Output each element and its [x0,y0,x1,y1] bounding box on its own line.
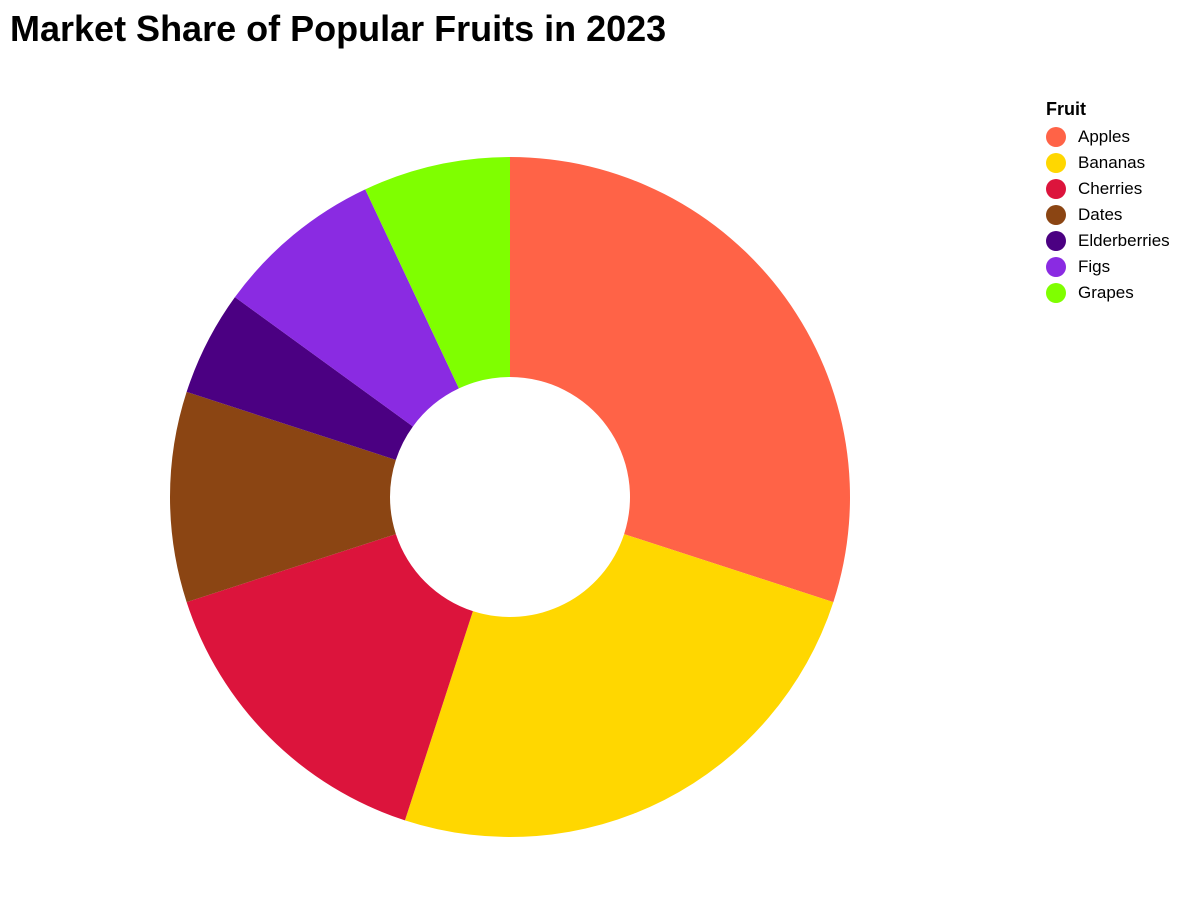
legend-title: Fruit [1046,99,1086,119]
slice-dates [170,391,396,603]
legend-item-elderberries: Elderberries [1046,228,1170,254]
legend-label-elderberries: Elderberries [1078,231,1170,250]
legend-label-grapes: Grapes [1078,283,1134,302]
legend-swatch-elderberries [1046,231,1066,251]
legend-label-dates: Dates [1078,205,1123,224]
legend-label-bananas: Bananas [1078,153,1146,172]
legend-item-figs: Figs [1046,254,1170,280]
legend-swatch-bananas [1046,153,1066,173]
slice-elderberries [186,297,413,460]
legend-item-grapes: Grapes [1046,280,1170,306]
legend-item-apples: Apples [1046,124,1170,150]
slice-figs [234,189,459,427]
legend-label-apples: Apples [1078,127,1130,146]
chart-title: Market Share of Popular Fruits in 2023 [10,8,667,49]
slice-bananas [404,534,834,837]
slice-grapes [365,157,510,389]
legend-item-dates: Dates [1046,202,1170,228]
legend-item-cherries: Cherries [1046,176,1170,202]
slice-apples [510,157,851,603]
legend: Fruit Apples Bananas Cherries Dates Elderber… [1046,98,1170,306]
legend-swatch-figs [1046,257,1066,277]
legend-swatch-cherries [1046,179,1066,199]
legend-item-bananas: Bananas [1046,150,1170,176]
slice-cherries [186,534,473,821]
legend-swatch-apples [1046,127,1066,147]
legend-swatch-grapes [1046,283,1066,303]
legend-label-cherries: Cherries [1078,179,1143,198]
legend-label-figs: Figs [1078,257,1111,276]
legend-swatch-dates [1046,205,1066,225]
